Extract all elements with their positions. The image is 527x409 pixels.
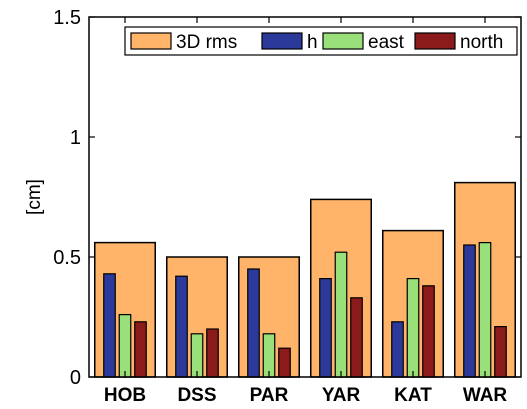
bar-east <box>406 278 420 378</box>
legend-label: east <box>368 32 405 53</box>
bar-east <box>118 314 132 378</box>
legend-swatch-east <box>322 32 364 50</box>
legend-swatch-3d-rms <box>130 32 172 50</box>
legend: 3D rms h east north <box>124 26 518 56</box>
bar-group-hob <box>94 241 156 378</box>
bar-group-kat <box>382 229 444 378</box>
bar-h <box>391 321 404 378</box>
bar-east <box>262 333 276 378</box>
legend-label: h <box>307 32 318 53</box>
x-axis-category-labels: HOB DSS PAR YAR KAT WAR <box>104 17 508 406</box>
bar-east <box>334 251 348 378</box>
bar-north <box>278 347 291 378</box>
bar-h <box>103 273 116 378</box>
y-axis-label: [cm] <box>24 179 45 215</box>
legend-label: north <box>460 32 503 53</box>
bar-north <box>422 285 435 378</box>
category-label: DSS <box>177 385 216 406</box>
category-label: PAR <box>250 385 289 406</box>
category-label: KAT <box>394 385 432 406</box>
bar-groups <box>94 181 516 378</box>
bar-group-yar <box>310 198 372 378</box>
legend-label: 3D rms <box>176 32 237 53</box>
bar-group-dss <box>166 256 228 378</box>
bar-h <box>175 275 188 378</box>
bar-h <box>463 244 476 378</box>
bar-north <box>206 328 219 378</box>
bar-h <box>247 268 260 378</box>
y-tick-label: 1 <box>70 127 81 149</box>
bar-group-par <box>238 256 300 378</box>
category-label: YAR <box>322 385 361 406</box>
y-tick-label: 0 <box>70 367 81 389</box>
category-label: HOB <box>104 385 146 406</box>
y-tick-label: 1.5 <box>53 7 81 29</box>
plot-area-frame <box>88 16 522 378</box>
bar-h <box>319 278 332 378</box>
bar-east <box>478 242 492 378</box>
bar-north <box>494 326 507 378</box>
bar-group-war <box>454 181 516 378</box>
y-axis-ticks: 0 0.5 1 1.5 <box>53 7 521 389</box>
bar-north <box>350 297 363 378</box>
y-tick-label: 0.5 <box>53 247 81 269</box>
category-label: WAR <box>463 385 508 406</box>
bar-north <box>134 321 147 378</box>
legend-swatch-h <box>261 32 303 50</box>
bar-east <box>190 333 204 378</box>
legend-swatch-north <box>414 32 456 50</box>
